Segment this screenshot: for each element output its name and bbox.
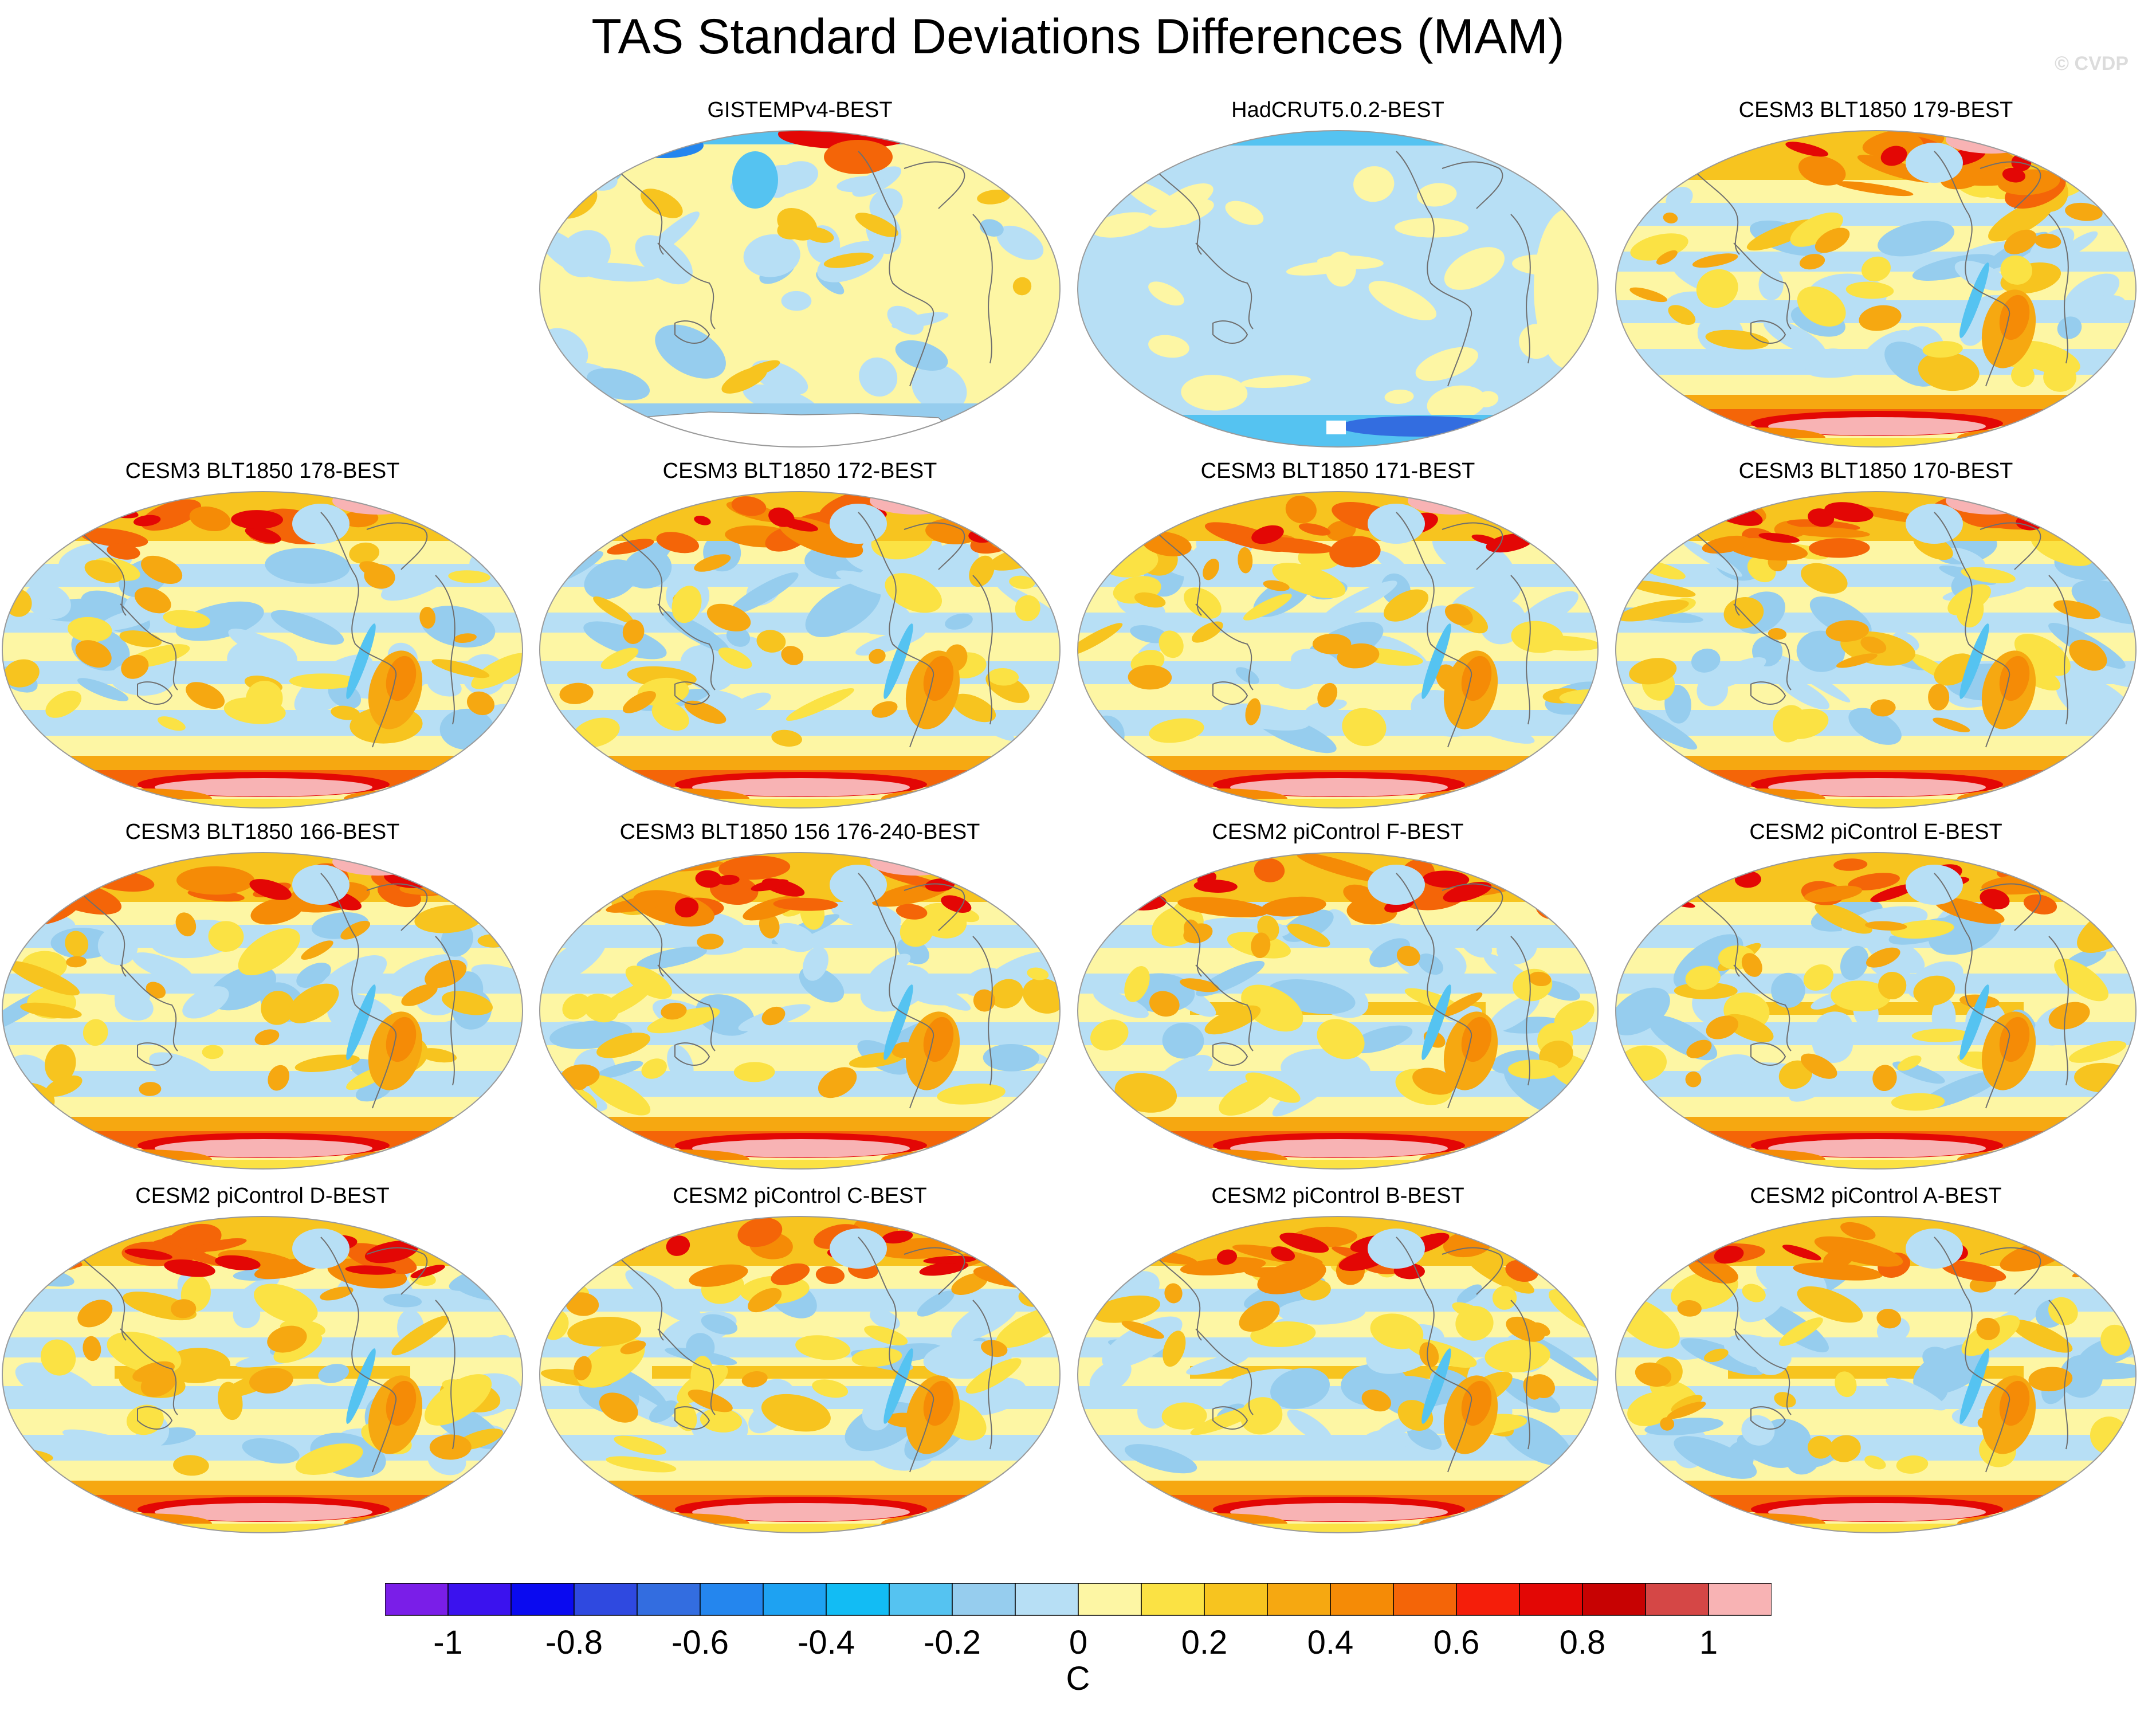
world-map [539,130,1061,448]
colorbar-swatch [952,1583,1016,1616]
panel-title: CESM3 BLT1850 178-BEST [125,459,400,483]
colorbar-swatch [889,1583,953,1616]
colorbar-tick-label: -0.6 [671,1624,729,1661]
colorbar-tick-label: 0.2 [1181,1624,1228,1661]
map-panel: CESM2 piControl D-BEST [0,1183,525,1545]
world-map [1077,1216,1599,1533]
map-panel: CESM2 piControl A-BEST [1613,1183,2138,1545]
colorbar-tick-label: -1 [433,1624,463,1661]
panel-title: CESM3 BLT1850 171-BEST [1200,459,1475,483]
map-panel: CESM2 piControl F-BEST [1075,819,1600,1182]
map-panel: GISTEMPv4-BEST [537,97,1062,460]
colorbar-swatch [763,1583,827,1616]
panel-title: CESM3 BLT1850 170-BEST [1738,459,2013,483]
map-panel: CESM2 piControl B-BEST [1075,1183,1600,1545]
colorbar-swatch [447,1583,512,1616]
world-map [2,1216,523,1533]
panel-title: CESM2 piControl C-BEST [673,1184,927,1208]
map-panel: CESM2 piControl C-BEST [537,1183,1062,1545]
colorbar-swatch [1456,1583,1520,1616]
colorbar-swatch [385,1583,449,1616]
colorbar-tick-label: 0 [1069,1624,1088,1661]
panel-title: GISTEMPv4-BEST [707,98,893,122]
world-map [1615,852,2137,1170]
panel-title: CESM3 BLT1850 166-BEST [125,820,400,844]
colorbar-swatch [826,1583,890,1616]
colorbar-tick-label: -0.4 [798,1624,855,1661]
colorbar-swatch [1519,1583,1583,1616]
panel-title: CESM2 piControl A-BEST [1750,1184,2002,1208]
colorbar-swatch [1330,1583,1394,1616]
panel-title: CESM2 piControl B-BEST [1211,1184,1464,1208]
world-map [1615,491,2137,809]
map-panel: CESM3 BLT1850 156 176-240-BEST [537,819,1062,1182]
colorbar-swatch [1393,1583,1457,1616]
colorbar-tick-label: 0.6 [1433,1624,1480,1661]
map-panel: CESM3 BLT1850 178-BEST [0,458,525,821]
map-panel: CESM3 BLT1850 179-BEST [1613,97,2138,460]
colorbar-swatch [1645,1583,1709,1616]
colorbar-swatch [1267,1583,1331,1616]
world-map [1077,130,1599,448]
map-panel: CESM3 BLT1850 170-BEST [1613,458,2138,821]
colorbar-swatch [574,1583,638,1616]
colorbar-swatch [1204,1583,1268,1616]
colorbar-swatch [637,1583,701,1616]
world-map [539,491,1061,809]
world-map [2,852,523,1170]
colorbar-tick-label: -0.2 [924,1624,981,1661]
colorbar [385,1583,1772,1616]
colorbar-tick-label: -0.8 [545,1624,603,1661]
colorbar-swatch [1078,1583,1142,1616]
world-map [1077,491,1599,809]
panel-title: CESM3 BLT1850 172-BEST [662,459,937,483]
world-map [1077,852,1599,1170]
panel-title: CESM3 BLT1850 179-BEST [1738,98,2013,122]
colorbar-swatch [1582,1583,1646,1616]
panel-title: CESM2 piControl D-BEST [135,1184,390,1208]
world-map [539,1216,1061,1533]
map-panel: CESM3 BLT1850 166-BEST [0,819,525,1182]
world-map [1615,1216,2137,1533]
colorbar-units: C [1066,1660,1090,1697]
colorbar-tick-label: 0.4 [1307,1624,1354,1661]
map-panel: HadCRUT5.0.2-BEST [1075,97,1600,460]
world-map [2,491,523,809]
panel-title: HadCRUT5.0.2-BEST [1231,98,1444,122]
map-panel: CESM3 BLT1850 172-BEST [537,458,1062,821]
colorbar-swatch [700,1583,764,1616]
panel-title: CESM2 piControl E-BEST [1749,820,2002,844]
colorbar-tick-label: 1 [1699,1624,1718,1661]
world-map [1615,130,2137,448]
colorbar-swatch [510,1583,575,1616]
world-map [539,852,1061,1170]
colorbar-swatch [1708,1583,1772,1616]
colorbar-tick-label: 0.8 [1559,1624,1606,1661]
watermark: © CVDP [2055,53,2128,74]
map-panel: CESM2 piControl E-BEST [1613,819,2138,1182]
map-panel: CESM3 BLT1850 171-BEST [1075,458,1600,821]
panel-title: CESM3 BLT1850 156 176-240-BEST [619,820,980,844]
colorbar-swatch [1015,1583,1079,1616]
figure-title: TAS Standard Deviations Differences (MAM… [591,9,1565,64]
panel-title: CESM2 piControl F-BEST [1212,820,1464,844]
colorbar-swatch [1141,1583,1205,1616]
